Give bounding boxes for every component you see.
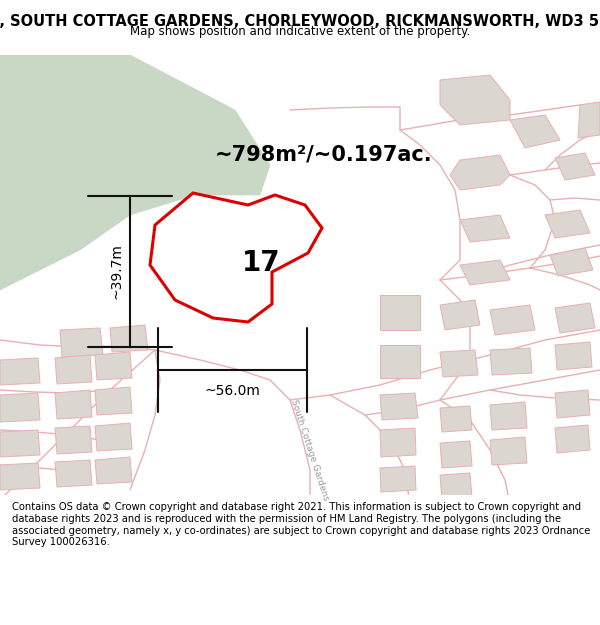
Polygon shape: [55, 460, 92, 487]
Polygon shape: [0, 430, 40, 457]
Polygon shape: [95, 387, 132, 415]
Polygon shape: [440, 473, 472, 500]
Text: Map shows position and indicative extent of the property.: Map shows position and indicative extent…: [130, 26, 470, 39]
Polygon shape: [490, 437, 527, 465]
Polygon shape: [95, 457, 132, 484]
Polygon shape: [60, 328, 103, 357]
Polygon shape: [95, 423, 132, 451]
Polygon shape: [450, 155, 510, 190]
Polygon shape: [0, 463, 40, 490]
Polygon shape: [440, 406, 472, 432]
Polygon shape: [545, 210, 590, 238]
Polygon shape: [380, 295, 420, 330]
Polygon shape: [0, 55, 270, 290]
Polygon shape: [555, 425, 590, 453]
Polygon shape: [110, 325, 148, 352]
Polygon shape: [440, 350, 478, 377]
Polygon shape: [490, 305, 535, 335]
Polygon shape: [150, 193, 322, 322]
Text: ~56.0m: ~56.0m: [205, 384, 260, 398]
Polygon shape: [490, 402, 527, 430]
Polygon shape: [460, 215, 510, 242]
Polygon shape: [0, 358, 40, 385]
Polygon shape: [0, 393, 40, 422]
Text: ~798m²/~0.197ac.: ~798m²/~0.197ac.: [215, 145, 433, 165]
Text: South Cottage Gardens: South Cottage Gardens: [289, 398, 331, 502]
Polygon shape: [55, 355, 92, 384]
Polygon shape: [578, 102, 600, 138]
Polygon shape: [490, 348, 532, 375]
Polygon shape: [380, 466, 416, 492]
Polygon shape: [510, 115, 560, 148]
Text: 17: 17: [242, 249, 281, 277]
Polygon shape: [440, 300, 480, 330]
Polygon shape: [380, 428, 416, 457]
Text: ~39.7m: ~39.7m: [109, 244, 123, 299]
Polygon shape: [55, 426, 92, 454]
Polygon shape: [440, 75, 510, 125]
Polygon shape: [460, 260, 510, 285]
Polygon shape: [555, 153, 595, 180]
Polygon shape: [555, 303, 595, 333]
Polygon shape: [380, 345, 420, 378]
Polygon shape: [555, 342, 592, 370]
Polygon shape: [55, 390, 92, 419]
Text: Contains OS data © Crown copyright and database right 2021. This information is : Contains OS data © Crown copyright and d…: [12, 503, 590, 548]
Polygon shape: [380, 393, 418, 420]
Polygon shape: [95, 352, 132, 380]
Polygon shape: [550, 248, 593, 276]
Polygon shape: [440, 441, 472, 468]
Text: 17, SOUTH COTTAGE GARDENS, CHORLEYWOOD, RICKMANSWORTH, WD3 5EH: 17, SOUTH COTTAGE GARDENS, CHORLEYWOOD, …: [0, 14, 600, 29]
Polygon shape: [555, 390, 590, 418]
